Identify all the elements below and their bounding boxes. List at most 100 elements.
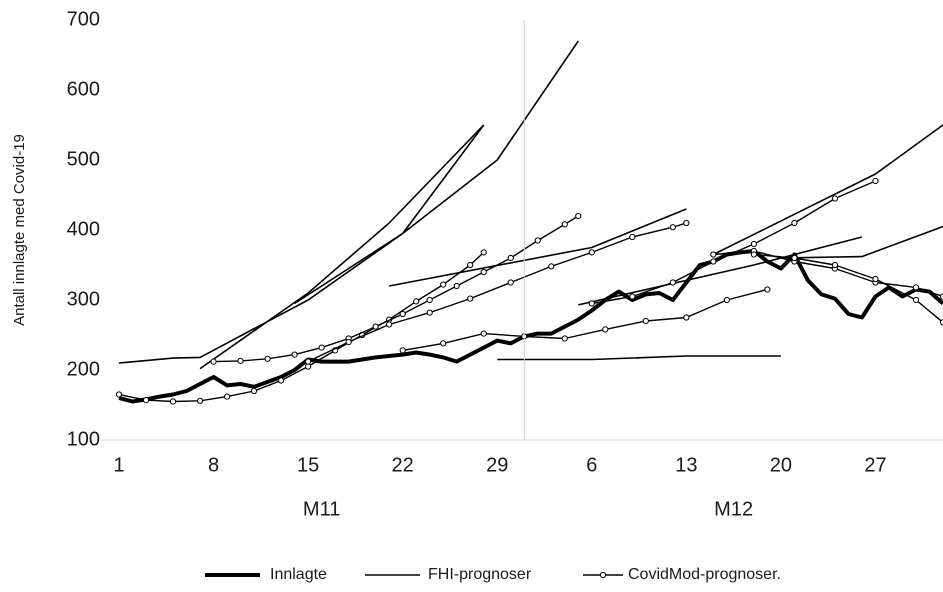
data-point xyxy=(575,212,582,220)
data-point xyxy=(467,295,474,302)
data-point xyxy=(561,335,568,342)
legend-label: Innlagte xyxy=(270,566,327,583)
data-point xyxy=(453,282,460,290)
data-point xyxy=(831,261,839,269)
legend-item: Innlagte xyxy=(205,566,327,583)
data-point xyxy=(939,293,943,300)
series-line xyxy=(780,225,943,259)
series-line xyxy=(753,253,943,323)
data-point xyxy=(912,296,920,304)
series-line xyxy=(294,124,485,305)
data-point xyxy=(750,251,757,258)
data-point xyxy=(507,254,514,262)
series-line xyxy=(199,124,485,370)
x-tick-label: 1 xyxy=(113,454,124,476)
data-point xyxy=(872,177,879,185)
data-point xyxy=(872,275,879,283)
data-point xyxy=(723,296,730,304)
data-point xyxy=(345,338,352,346)
data-point xyxy=(764,286,771,293)
data-point xyxy=(277,377,285,384)
legend-item: FHI-prognoser xyxy=(365,566,532,583)
data-point xyxy=(250,387,258,395)
y-tick-label: 200 xyxy=(67,358,100,380)
data-point xyxy=(440,340,447,347)
data-point xyxy=(210,358,217,365)
data-point xyxy=(196,397,204,404)
data-point xyxy=(629,293,636,300)
y-tick-label: 700 xyxy=(67,8,100,30)
data-point xyxy=(169,398,177,405)
data-point xyxy=(318,344,325,351)
series-line xyxy=(402,288,768,352)
data-point xyxy=(223,393,231,400)
data-point xyxy=(372,323,379,330)
series-line xyxy=(118,249,943,404)
y-axis-label: Antall innlagte med Covid-19 xyxy=(11,134,28,326)
data-point xyxy=(669,224,676,231)
legend-marker xyxy=(599,571,607,579)
month-label: M12 xyxy=(714,498,753,520)
data-point xyxy=(683,314,690,321)
data-point xyxy=(831,195,839,202)
series-line xyxy=(389,208,687,287)
data-point xyxy=(548,263,555,270)
x-tick-label: 13 xyxy=(675,454,697,476)
data-point xyxy=(237,357,244,364)
data-point xyxy=(142,397,150,404)
y-tick-label: 300 xyxy=(67,288,100,310)
data-point xyxy=(480,330,487,337)
data-point xyxy=(305,358,312,365)
series-line xyxy=(713,124,943,256)
data-point xyxy=(912,284,920,291)
data-point xyxy=(426,296,433,304)
y-tick-label: 400 xyxy=(67,218,100,240)
data-point xyxy=(750,240,757,248)
y-tick-label: 500 xyxy=(67,148,100,170)
data-point xyxy=(642,317,649,325)
data-point xyxy=(669,279,676,286)
data-point xyxy=(710,258,717,265)
data-point xyxy=(791,219,798,227)
series-line xyxy=(118,40,579,364)
y-tick-label: 600 xyxy=(67,78,100,100)
data-point xyxy=(291,351,298,358)
x-tick-label: 29 xyxy=(486,454,508,476)
data-point xyxy=(939,319,943,326)
legend-label: FHI-prognoser xyxy=(428,566,532,583)
data-point xyxy=(399,310,406,318)
x-tick-label: 8 xyxy=(208,454,219,476)
series-line xyxy=(578,236,863,306)
x-tick-label: 27 xyxy=(864,454,886,476)
x-tick-label: 15 xyxy=(297,454,319,476)
data-point xyxy=(561,221,568,228)
data-point xyxy=(710,251,717,258)
data-point xyxy=(480,249,487,256)
y-tick-label: 100 xyxy=(67,428,100,450)
data-point xyxy=(588,300,595,307)
x-tick-label: 6 xyxy=(586,454,597,476)
x-tick-label: 20 xyxy=(770,454,792,476)
legend-label: CovidMod-prognoser. xyxy=(628,566,781,583)
data-point xyxy=(264,355,271,362)
data-point xyxy=(386,321,393,328)
data-point xyxy=(115,391,123,398)
series-line xyxy=(497,355,781,361)
data-point xyxy=(534,237,541,244)
legend-item: CovidMod-prognoser. xyxy=(583,566,781,583)
series-line xyxy=(118,251,485,403)
data-point xyxy=(467,261,474,269)
data-point xyxy=(413,298,420,305)
data-point xyxy=(791,254,798,262)
data-point xyxy=(440,281,447,288)
x-tick-label: 22 xyxy=(392,454,414,476)
data-point xyxy=(507,279,514,286)
data-point xyxy=(629,233,636,241)
month-label: M11 xyxy=(303,498,340,520)
data-point xyxy=(426,309,433,316)
data-point xyxy=(683,219,690,227)
plot-area xyxy=(115,40,943,405)
data-point xyxy=(480,268,487,276)
data-point xyxy=(399,347,406,354)
